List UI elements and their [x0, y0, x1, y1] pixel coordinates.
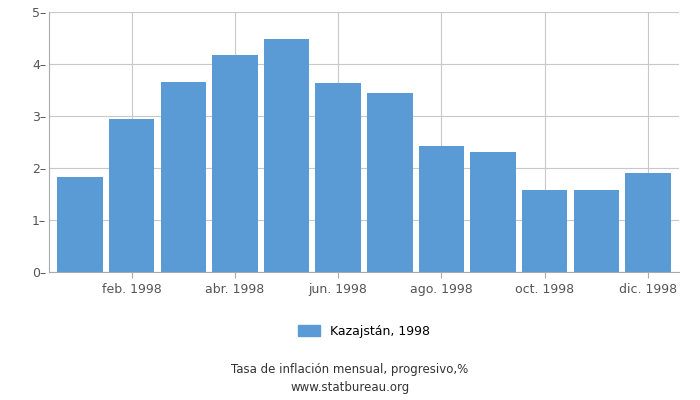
Bar	[419, 146, 464, 272]
Bar	[109, 118, 154, 272]
Bar	[57, 177, 103, 272]
Bar	[316, 83, 361, 272]
Legend: Kazajstán, 1998: Kazajstán, 1998	[298, 325, 430, 338]
Text: www.statbureau.org: www.statbureau.org	[290, 382, 410, 394]
Bar	[470, 152, 516, 272]
Bar	[212, 55, 258, 272]
Bar	[574, 190, 619, 272]
Bar	[625, 173, 671, 272]
Text: Tasa de inflación mensual, progresivo,%: Tasa de inflación mensual, progresivo,%	[232, 364, 468, 376]
Bar	[160, 82, 206, 272]
Bar	[367, 93, 412, 272]
Bar	[522, 190, 568, 272]
Bar	[264, 38, 309, 272]
